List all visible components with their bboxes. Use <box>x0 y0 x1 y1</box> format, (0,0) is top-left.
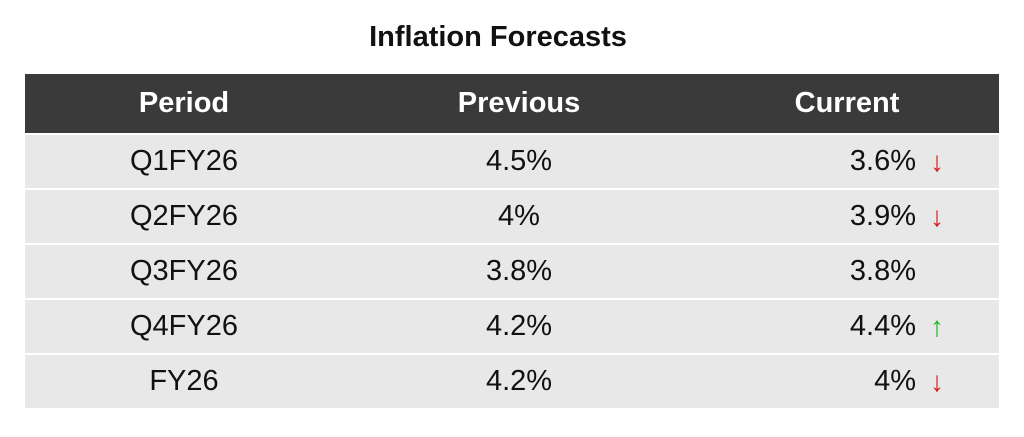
down-arrow-icon: ↓ <box>930 200 944 232</box>
current-cell: 3.6% ↓ <box>695 145 999 178</box>
period-cell: Q2FY26 <box>130 200 238 232</box>
current-cell: 4.4% ↑ <box>695 310 999 343</box>
up-arrow-icon: ↑ <box>930 310 944 342</box>
current-cell: 3.8% <box>695 255 999 288</box>
current-cell: 3.9% ↓ <box>695 200 999 233</box>
column-header-current: Current <box>794 87 900 119</box>
current-value: 4.4% <box>849 310 916 342</box>
period-cell: Q4FY26 <box>130 310 238 342</box>
table-header-row: Period Previous Current <box>25 74 999 133</box>
previous-cell: 3.8% <box>485 255 553 287</box>
down-arrow-icon: ↓ <box>930 365 944 397</box>
current-value: 3.9% <box>849 200 916 232</box>
table-title: Inflation Forecasts <box>369 21 627 53</box>
table-row: Q4FY26 4.2% 4.4% ↑ <box>25 298 999 353</box>
period-cell: Q1FY26 <box>130 145 238 177</box>
current-value: 3.8% <box>849 255 916 287</box>
period-cell: FY26 <box>149 365 219 397</box>
table-row: Q3FY26 3.8% 3.8% <box>25 243 999 298</box>
down-arrow-icon: ↓ <box>930 145 944 177</box>
column-header-period: Period <box>138 87 230 119</box>
previous-cell: 4.5% <box>485 145 553 177</box>
forecast-table: Period Previous Current Q1FY26 4.5% 3.6%… <box>25 74 999 408</box>
table-row: FY26 4.2% 4% ↓ <box>25 353 999 408</box>
previous-cell: 4% <box>498 200 540 232</box>
current-value: 3.6% <box>849 145 916 177</box>
column-header-previous: Previous <box>457 87 581 119</box>
period-cell: Q3FY26 <box>130 255 238 287</box>
previous-cell: 4.2% <box>485 365 553 397</box>
current-cell: 4% ↓ <box>695 365 999 398</box>
table-row: Q1FY26 4.5% 3.6% ↓ <box>25 133 999 188</box>
current-value: 4% <box>874 365 916 397</box>
previous-cell: 4.2% <box>485 310 553 342</box>
table-row: Q2FY26 4% 3.9% ↓ <box>25 188 999 243</box>
